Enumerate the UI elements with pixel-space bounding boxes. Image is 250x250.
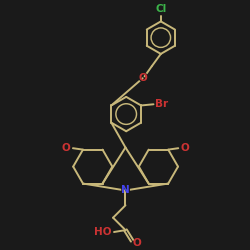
- Text: N: N: [120, 184, 131, 197]
- Text: Br: Br: [155, 99, 168, 109]
- Text: O: O: [133, 238, 141, 248]
- Text: O: O: [62, 143, 70, 153]
- Text: Br: Br: [155, 98, 172, 111]
- Text: N: N: [121, 186, 130, 196]
- Text: Cl: Cl: [155, 4, 166, 14]
- Text: O: O: [181, 142, 192, 155]
- Text: HO: HO: [89, 226, 111, 238]
- Text: O: O: [138, 73, 147, 83]
- Text: O: O: [137, 72, 148, 85]
- Text: O: O: [181, 143, 190, 153]
- Text: O: O: [133, 236, 144, 249]
- Text: Cl: Cl: [154, 1, 168, 14]
- Text: O: O: [59, 142, 70, 155]
- Text: HO: HO: [94, 227, 111, 237]
